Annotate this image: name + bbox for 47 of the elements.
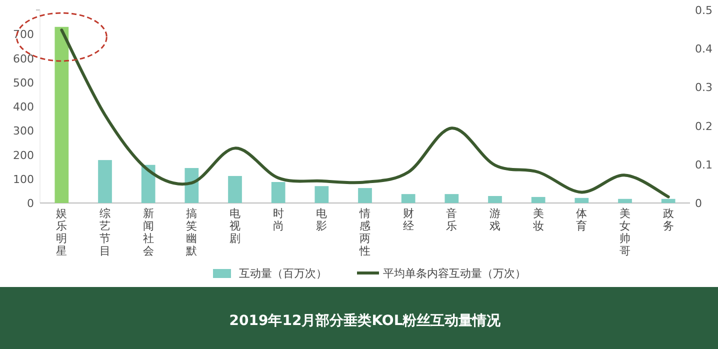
bar (618, 198, 632, 203)
x-tick-label: 新闻社会 (142, 207, 154, 258)
y-tick-label: 300 (13, 124, 34, 138)
y2-tick-label: 0.4 (695, 42, 712, 56)
bar (574, 198, 589, 203)
y2-tick-label: 0.1 (695, 158, 712, 172)
y2-tick-label: 0.2 (695, 120, 712, 133)
bar (314, 186, 329, 203)
bar (401, 194, 416, 203)
y2-tick-label: 0.3 (695, 81, 712, 94)
bar (358, 188, 372, 203)
line-series (60, 28, 670, 198)
x-tick-label: 情感两性 (358, 207, 370, 258)
bar (531, 196, 546, 203)
y-tick-label: 500 (13, 76, 34, 90)
bar (98, 160, 112, 203)
x-tick-label: 政务 (662, 207, 674, 232)
x-tick-label: 美女帅哥 (620, 207, 630, 258)
y2-tick-label: 0 (695, 197, 702, 210)
x-tick-label: 电视剧 (230, 207, 240, 245)
x-tick-label: 美妆 (532, 207, 544, 232)
x-tick-label: 搞笑幽默 (185, 207, 198, 258)
bar (271, 182, 286, 203)
bar (661, 198, 676, 203)
y-tick-label: 0 (27, 197, 34, 210)
bar (444, 194, 459, 203)
bar (488, 196, 502, 203)
text: 2019年12月部分垂类KOL粉丝互动量情况 (229, 312, 502, 329)
x-tick-label: 电影 (316, 207, 328, 232)
y-tick-label: 400 (13, 100, 34, 114)
legend-label: 平均单条内容互动量（万次） (383, 267, 526, 280)
bar (184, 168, 199, 203)
legend-label: 互动量（百万次） (239, 267, 327, 280)
x-tick-label: 体育 (576, 207, 588, 232)
y-tick-label: 100 (13, 172, 34, 186)
y-tick-label: 600 (13, 52, 34, 66)
x-tick-label: 娱乐明星 (56, 207, 68, 258)
x-tick-label: 音乐 (446, 207, 458, 232)
x-tick-label: 综艺节目 (100, 207, 110, 258)
x-tick-label: 财经 (402, 207, 414, 232)
x-tick-label: 游戏 (490, 207, 500, 232)
y-tick-label: 200 (13, 148, 34, 162)
y2-tick-label: 0.5 (695, 4, 712, 17)
bar (141, 164, 156, 203)
bar (228, 176, 242, 203)
x-tick-label: 时尚 (272, 207, 284, 232)
bar (54, 26, 69, 203)
